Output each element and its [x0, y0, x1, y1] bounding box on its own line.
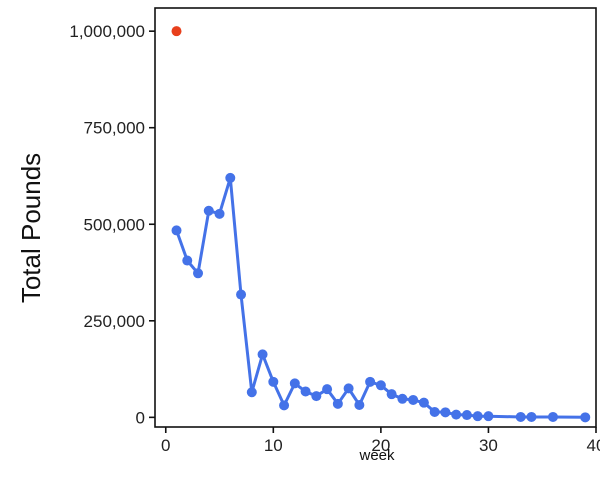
data-point: [580, 412, 591, 423]
highlight-group: [171, 26, 182, 37]
x-tick-label: 30: [479, 436, 498, 455]
data-point: [472, 411, 483, 422]
data-point: [343, 383, 354, 394]
plot-frame: [154, 7, 597, 428]
data-point: [375, 380, 386, 391]
x-tick-label: 10: [264, 436, 283, 455]
data-point: [354, 399, 365, 410]
data-point: [547, 411, 558, 422]
data-point: [257, 349, 268, 360]
data-point: [408, 394, 419, 405]
data-point: [279, 400, 290, 411]
data-point: [225, 172, 236, 183]
x-axis-title: week: [358, 447, 395, 464]
data-point: [332, 398, 343, 409]
series-weekly-pounds: [171, 172, 591, 423]
data-point: [214, 208, 225, 219]
data-point: [526, 411, 537, 422]
data-point: [193, 268, 204, 279]
data-point: [483, 411, 494, 422]
data-point: [515, 411, 526, 422]
data-point: [322, 384, 333, 395]
data-point: [397, 393, 408, 404]
y-tick-label: 1,000,000: [69, 22, 145, 41]
y-tick-label: 0: [136, 408, 145, 427]
data-point: [268, 376, 279, 387]
y-tick-label: 250,000: [84, 312, 145, 331]
data-point: [182, 255, 193, 266]
data-point: [429, 406, 440, 417]
data-point: [300, 386, 311, 397]
series-line: [175, 176, 586, 419]
data-point: [418, 397, 429, 408]
y-tick-label: 750,000: [84, 119, 145, 138]
highlight-point: [171, 26, 182, 37]
x-tick-label: 40: [587, 436, 600, 455]
data-point: [451, 409, 462, 420]
data-point: [386, 389, 397, 400]
data-point: [461, 410, 472, 421]
x-axis: 0 10 20 30 40: [161, 427, 600, 455]
data-point: [440, 407, 451, 418]
data-point: [171, 225, 182, 236]
y-axis: 0 250,000 500,000 750,000 1,000,000: [69, 22, 155, 427]
data-point: [236, 289, 247, 300]
data-point: [311, 391, 322, 402]
data-point: [289, 378, 300, 389]
data-point: [365, 376, 376, 387]
x-tick-label: 0: [161, 436, 170, 455]
data-point: [246, 387, 257, 398]
y-axis-title: Total Pounds: [16, 153, 46, 303]
data-point: [203, 205, 214, 216]
plot-border: [154, 7, 597, 428]
x-tick-label: 20: [371, 436, 390, 455]
y-tick-label: 500,000: [84, 215, 145, 234]
